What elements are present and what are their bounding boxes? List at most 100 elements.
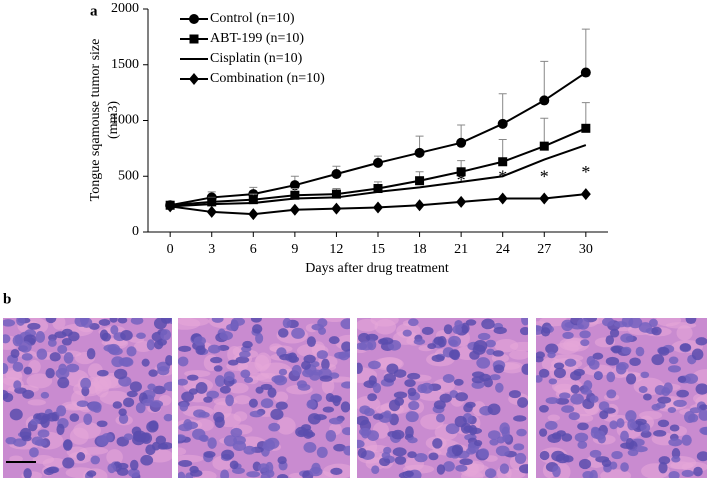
nucleus — [379, 457, 391, 467]
nucleus — [693, 466, 703, 477]
nucleus — [551, 432, 562, 440]
nucleus — [178, 434, 186, 441]
nucleus — [436, 413, 445, 423]
nucleus — [260, 383, 273, 390]
legend-label: Control (n=10) — [210, 11, 295, 26]
point — [581, 123, 591, 133]
nucleus — [225, 394, 234, 407]
nucleus — [574, 432, 589, 443]
nucleus — [485, 339, 496, 348]
nucleus — [486, 348, 495, 356]
y-axis-label: (mm3) — [106, 101, 121, 139]
nucleus — [22, 389, 35, 399]
nucleus — [56, 423, 65, 436]
nucleus — [279, 353, 293, 361]
nucleus — [340, 401, 350, 413]
stroma — [194, 418, 214, 432]
nucleus — [553, 367, 566, 379]
nucleus — [109, 318, 118, 323]
nucleus — [465, 401, 476, 408]
nucleus — [433, 400, 446, 410]
nucleus — [291, 327, 305, 339]
nucleus — [126, 346, 137, 357]
nucleus — [178, 460, 193, 467]
point — [289, 203, 300, 216]
nucleus — [76, 452, 86, 462]
nucleus — [514, 452, 527, 465]
nucleus — [667, 407, 677, 414]
nucleus — [695, 337, 707, 346]
nucleus — [568, 412, 580, 421]
nucleus — [448, 349, 460, 360]
point — [331, 169, 342, 180]
nucleus — [90, 455, 100, 465]
nucleus — [111, 356, 125, 368]
nucleus — [219, 331, 233, 341]
nucleus — [118, 408, 127, 417]
significance-mark: * — [540, 167, 549, 187]
nucleus — [487, 403, 501, 416]
x-tick-label: 3 — [208, 242, 215, 257]
nucleus — [669, 424, 680, 432]
nucleus — [57, 344, 68, 354]
nucleus — [62, 439, 73, 451]
stroma — [322, 318, 347, 323]
nucleus — [495, 382, 504, 393]
nucleus — [643, 393, 652, 401]
nucleus — [545, 397, 559, 405]
nucleus — [69, 413, 80, 422]
nucleus — [407, 451, 417, 459]
stroma — [42, 457, 67, 469]
nucleus — [273, 375, 288, 386]
nucleus — [235, 356, 250, 364]
nucleus — [668, 438, 683, 447]
y-tick-label: 0 — [132, 224, 139, 239]
nucleus — [594, 371, 603, 380]
nucleus — [495, 445, 510, 457]
nucleus — [231, 467, 245, 474]
nucleus — [207, 344, 221, 354]
nucleus — [309, 466, 323, 477]
point — [165, 200, 176, 213]
nucleus — [183, 418, 193, 430]
stroma — [27, 399, 46, 406]
nucleus — [681, 434, 692, 446]
nucleus — [649, 318, 658, 328]
stroma — [365, 444, 389, 452]
nucleus — [55, 368, 70, 379]
nucleus — [598, 401, 610, 411]
nucleus — [496, 436, 505, 444]
nucleus — [12, 361, 24, 372]
nucleus — [5, 436, 17, 445]
nucleus — [455, 464, 468, 472]
nucleus — [242, 340, 253, 349]
stroma — [9, 455, 23, 463]
nucleus — [357, 362, 363, 374]
nucleus — [178, 378, 188, 386]
nucleus — [36, 348, 48, 360]
point — [456, 167, 466, 177]
nucleus — [651, 403, 661, 411]
nucleus — [193, 336, 206, 346]
nucleus — [454, 319, 463, 329]
nucleus — [165, 354, 172, 366]
nucleus — [436, 464, 446, 475]
nucleus — [29, 447, 39, 458]
nucleus — [658, 462, 668, 474]
nucleus — [178, 345, 192, 352]
nucleus — [544, 420, 558, 430]
nucleus — [318, 327, 327, 335]
nucleus — [616, 362, 629, 371]
point — [290, 190, 300, 200]
nucleus — [609, 420, 618, 430]
nucleus — [493, 326, 507, 335]
nucleus — [621, 346, 632, 355]
y-tick-label: 500 — [118, 168, 139, 183]
nucleus — [451, 444, 464, 456]
nucleus — [561, 433, 573, 442]
nucleus — [634, 446, 648, 453]
nucleus — [37, 429, 50, 438]
nucleus — [117, 318, 128, 324]
nucleus — [539, 405, 549, 413]
nucleus — [3, 363, 9, 375]
